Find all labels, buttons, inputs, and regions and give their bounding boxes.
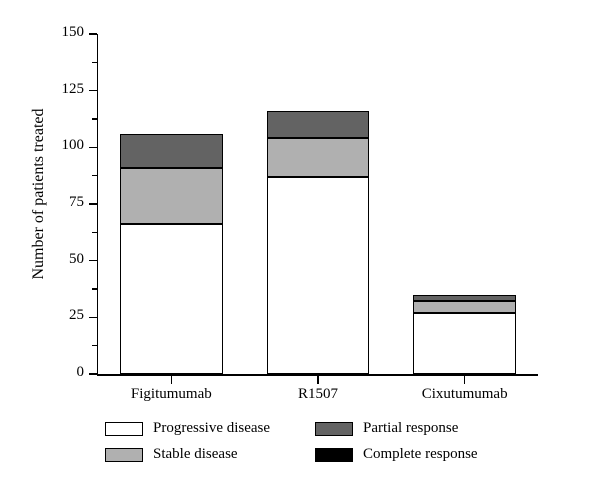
bar-segment-progressive [267,177,370,374]
legend-label: Partial response [363,420,458,437]
bar-segment-progressive [120,224,223,374]
y-minor-tick [92,345,97,347]
y-tick [89,260,97,262]
y-minor-tick [92,62,97,64]
y-tick-label: 0 [44,364,84,381]
legend-label: Complete response [363,446,478,463]
x-tick [464,376,466,384]
y-tick [89,373,97,375]
y-minor-tick [92,288,97,290]
y-minor-tick [92,232,97,234]
category-label: R1507 [245,386,392,403]
y-tick [89,203,97,205]
bar-segment-stable [120,168,223,225]
y-minor-tick [92,118,97,120]
y-axis-line [97,34,99,374]
legend-label: Progressive disease [153,420,270,437]
y-tick-label: 75 [44,194,84,211]
legend-item-progressive: Progressive disease [105,420,270,437]
legend-item-complete: Complete response [315,446,478,463]
y-tick-label: 50 [44,251,84,268]
y-tick [89,317,97,319]
legend-swatch [105,422,143,436]
legend-item-stable: Stable disease [105,446,238,463]
bar-segment-partial [267,111,370,138]
legend-item-partial: Partial response [315,420,458,437]
y-tick [89,33,97,35]
legend-swatch [315,422,353,436]
bar-segment-stable [413,301,516,312]
x-tick [171,376,173,384]
y-tick-label: 125 [44,81,84,98]
y-tick [89,147,97,149]
bar-segment-partial [413,295,516,302]
stacked-bar-chart: 0 25 50 75 100 125 150 Number of patients treat… [0,0,600,501]
x-tick [317,376,319,384]
legend-swatch [105,448,143,462]
legend-swatch [315,448,353,462]
category-label: Cixutumumab [391,386,538,403]
y-minor-tick [92,175,97,177]
y-tick-label: 100 [44,137,84,154]
y-axis-title: Number of patients treated [30,84,48,304]
bar-segment-stable [267,138,370,177]
y-tick [89,90,97,92]
y-tick-label: 25 [44,307,84,324]
y-tick-label: 150 [44,24,84,41]
bar-segment-partial [120,134,223,168]
legend-label: Stable disease [153,446,238,463]
category-label: Figitumumab [98,386,245,403]
bar-segment-progressive [413,313,516,374]
